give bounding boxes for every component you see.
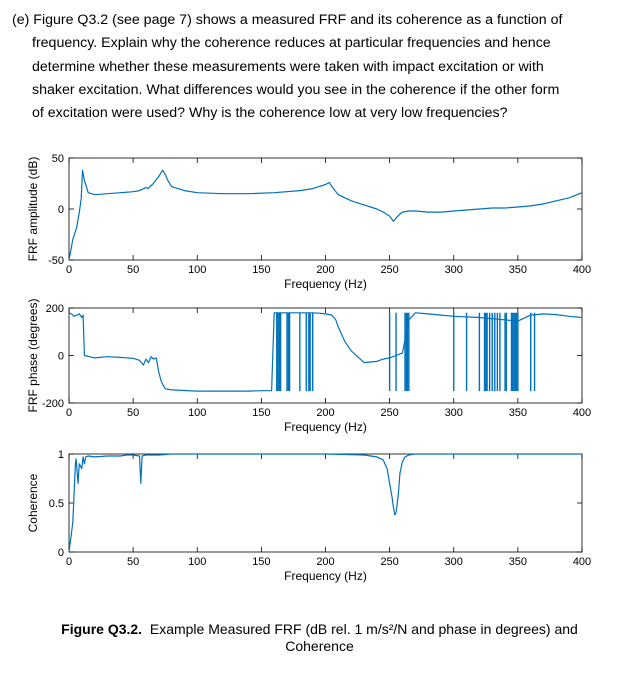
x-tick-label: 150 — [252, 407, 270, 419]
x-tick-label: 0 — [66, 556, 72, 568]
axes-box — [68, 453, 583, 553]
y-tick-label: 0 — [58, 351, 64, 363]
figure-caption: Figure Q3.2. Example Measured FRF (dB re… — [0, 621, 639, 655]
x-tick-label: 300 — [445, 556, 463, 568]
data-series-line — [68, 453, 582, 553]
axes-box — [68, 157, 583, 261]
x-tick-label: 350 — [509, 556, 527, 568]
x-tick-label: 300 — [445, 407, 463, 419]
question-line: shaker excitation. What differences woul… — [32, 81, 560, 98]
x-tick-label: 50 — [127, 556, 139, 568]
x-tick-label: 400 — [573, 556, 591, 568]
x-tick-label: 200 — [316, 264, 334, 276]
x-tick-label: 250 — [380, 556, 398, 568]
x-tick-label: 400 — [573, 407, 591, 419]
y-tick-label: 1 — [58, 449, 64, 461]
x-tick-label: 100 — [188, 264, 206, 276]
x-axis-label: Frequency (Hz) — [284, 420, 367, 434]
caption-text: Example Measured FRF (dB rel. 1 m/s²/N a… — [149, 621, 578, 637]
y-axis-label: FRF amplitude (dB) — [26, 157, 40, 262]
x-axis-label: Frequency (Hz) — [284, 277, 367, 291]
x-axis-label: Frequency (Hz) — [284, 569, 367, 583]
x-tick-label: 200 — [316, 407, 334, 419]
y-tick-label: 0.5 — [49, 498, 64, 510]
y-tick-label: 200 — [46, 303, 64, 315]
y-tick-label: 50 — [52, 153, 64, 165]
x-tick-label: 0 — [66, 407, 72, 419]
figure-q3-2: 0 50 100 150 200 250 300 350 400-50050Frequency … — [26, 153, 591, 583]
question-text: (e) Figure Q3.2 (see page 7) shows a mea… — [12, 9, 627, 125]
y-tick-label: -200 — [42, 398, 64, 410]
question-line: of excitation were used? Why is the cohe… — [32, 105, 508, 122]
data-series-line — [68, 169, 583, 261]
x-tick-label: 350 — [509, 407, 527, 419]
x-tick-label: 50 — [127, 407, 139, 419]
x-tick-label: 50 — [127, 264, 139, 276]
x-tick-label: 300 — [445, 264, 463, 276]
x-tick-label: 150 — [252, 556, 270, 568]
x-tick-label: 200 — [316, 556, 334, 568]
x-tick-label: 0 — [66, 264, 72, 276]
caption-text-continued: Coherence — [285, 638, 354, 654]
x-tick-label: 250 — [380, 264, 398, 276]
x-tick-label: 400 — [573, 264, 591, 276]
x-tick-label: 100 — [188, 556, 206, 568]
x-tick-label: 100 — [188, 407, 206, 419]
x-tick-label: 250 — [380, 407, 398, 419]
question-line: (e) Figure Q3.2 (see page 7) shows a mea… — [12, 12, 563, 28]
question-line: frequency. Explain why the coherence red… — [32, 35, 551, 52]
caption-label: Figure Q3.2. — [61, 621, 143, 637]
y-axis-label: FRF phase (degrees) — [26, 298, 40, 412]
question-line: determine whether these measurements wer… — [32, 58, 544, 75]
y-axis-label: Coherence — [26, 473, 40, 532]
y-tick-label: 0 — [58, 547, 64, 559]
x-tick-label: 150 — [252, 264, 270, 276]
x-tick-label: 350 — [509, 264, 527, 276]
y-tick-label: -50 — [48, 255, 64, 267]
y-tick-label: 0 — [58, 204, 64, 216]
